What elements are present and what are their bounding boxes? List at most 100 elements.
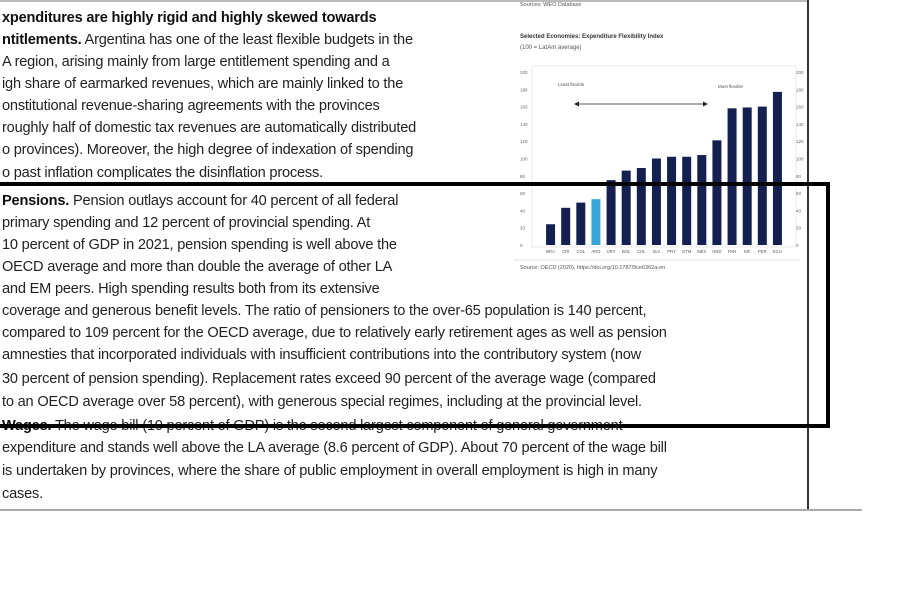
arrow-head-right [703, 101, 708, 107]
x-tick-label: CHL [637, 249, 646, 254]
x-tick-label: MEX [697, 249, 706, 254]
x-tick-label: SLV [653, 249, 661, 254]
y-tick-label-left: 80 [520, 174, 526, 179]
y-tick-label-right: 200 [796, 70, 804, 75]
y-tick-label-right: 80 [796, 174, 802, 179]
bar-BOL [621, 170, 631, 245]
paragraph-text: coverage and generous benefit levels. Th… [2, 303, 647, 319]
x-tick-label: BOL [622, 249, 631, 254]
bar-BRA [546, 224, 556, 245]
paragraph-text: and EM peers. High spending results both… [2, 281, 380, 297]
paragraph-text: igh share of earmarked revenues, which a… [2, 76, 404, 92]
bar-URY [606, 180, 616, 245]
bar-CHL [636, 168, 646, 245]
y-tick-label-right: 120 [796, 139, 804, 144]
y-tick-label-left: 200 [520, 70, 528, 75]
x-tick-label: ARG [591, 249, 600, 254]
paragraph-text: o provinces). Moreover, the high degree … [2, 142, 414, 158]
page-top-border [0, 0, 808, 2]
wages-line: cases. [2, 484, 43, 504]
paragraph-text: amnesties that incorporated individuals … [2, 347, 642, 363]
bar-MEX [697, 155, 707, 245]
y-tick-label-right: 140 [796, 122, 804, 127]
paragraph-text: onstitutional revenue-sharing agreements… [2, 98, 380, 114]
pensions-line: and EM peers. High spending results both… [2, 279, 380, 299]
bar-CRI [561, 207, 571, 245]
y-tick-label-right: 40 [796, 208, 802, 213]
pensions-line: 10 percent of GDP in 2021, pension spend… [2, 235, 397, 255]
pensions-line: primary spending and 12 percent of provi… [2, 213, 370, 233]
y-tick-label-left: 100 [520, 157, 528, 162]
paragraph-text: roughly half of domestic tax revenues ar… [2, 120, 417, 136]
pensions-line: 30 percent of pension spending). Replace… [2, 369, 656, 389]
pensions-line: Pensions. Pension outlays account for 40… [2, 191, 398, 211]
pensions-line: compared to 109 percent for the OECD ave… [2, 323, 667, 343]
chart-top-source: Sources: WEO Database [520, 2, 582, 8]
arrow-head-left [574, 101, 579, 107]
bar-HND [712, 140, 722, 245]
x-tick-label: PAN [728, 249, 736, 254]
y-tick-label-left: 40 [520, 208, 526, 213]
y-tick-label-right: 0 [796, 243, 799, 248]
paragraph-text: Argentina has one of the least flexible … [81, 32, 414, 48]
highlight-box [0, 182, 830, 428]
intro-line: ntitlements. Argentina has one of the le… [2, 30, 413, 50]
plot-frame [531, 65, 797, 248]
x-tick-label: HND [712, 249, 721, 254]
intro-line: xpenditures are highly rigid and highly … [2, 8, 377, 28]
intro-line: o provinces). Moreover, the high degree … [2, 140, 414, 160]
paragraph-text: 30 percent of pension spending). Replace… [2, 371, 656, 387]
annotation-most-flexible: Most flexible [718, 84, 744, 89]
x-tick-label: CRI [562, 249, 569, 254]
x-tick-label: ECU [773, 249, 782, 254]
chart-title: Selected Economies: Expenditure Flexibil… [520, 34, 664, 40]
chart-plot: 0 0 20 20 40 40 60 60 80 80 100 100 120 120 140 140 160 1… [514, 65, 804, 261]
paragraph-text: compared to 109 percent for the OECD ave… [2, 325, 667, 341]
y-tick-label-left: 140 [520, 122, 528, 127]
bar-GTM [682, 156, 692, 245]
paragraph-text: 10 percent of GDP in 2021, pension spend… [2, 237, 397, 253]
x-tick-label: BRA [546, 249, 555, 254]
bar-ECU [772, 91, 782, 246]
paragraph-text: is undertaken by provinces, where the sh… [2, 463, 658, 479]
intro-line: onstitutional revenue-sharing agreements… [2, 96, 380, 116]
pensions-line: amnesties that incorporated individuals … [2, 345, 641, 365]
y-tick-label-left: 120 [520, 139, 528, 144]
intro-line: A region, arising mainly from large enti… [2, 52, 390, 72]
intro-line: roughly half of domestic tax revenues ar… [2, 118, 416, 138]
paragraph-text: A region, arising mainly from large enti… [2, 54, 390, 70]
paragraph-text: Pension outlays account for 40 percent o… [69, 193, 399, 209]
paragraph-text: expenditure and stands well above the LA… [2, 440, 667, 456]
page-bottom-border [0, 509, 862, 511]
x-tick-label: GTM [682, 249, 692, 254]
bar-SLV [651, 158, 661, 245]
paragraph-heading: xpenditures are highly rigid and highly … [2, 10, 377, 26]
y-tick-label-right: 60 [796, 191, 802, 196]
y-tick-label-left: 160 [520, 105, 528, 110]
y-tick-label-left: 0 [520, 243, 523, 248]
pensions-line: coverage and generous benefit levels. Th… [2, 301, 647, 321]
expenditure-flexibility-chart: Sources: WEO Database Selected Economies… [510, 0, 805, 285]
y-tick-label-left: 20 [520, 226, 526, 231]
y-tick-label-right: 160 [796, 105, 804, 110]
y-tick-label-right: 100 [796, 157, 804, 162]
paragraph-text: o past inflation complicates the disinfl… [2, 165, 323, 181]
bar-COL [576, 202, 586, 245]
chart-source: Source: OECD (2020), https://doi.org/10.… [520, 265, 666, 271]
y-tick-label-left: 60 [520, 191, 526, 196]
y-tick-label-right: 180 [796, 87, 804, 92]
paragraph-text: cases. [2, 486, 43, 502]
intro-line: o past inflation complicates the disinfl… [2, 163, 323, 183]
chart-subtitle: (100 = LatAm average) [520, 45, 582, 51]
pensions-line: to an OECD average over 58 percent), wit… [2, 392, 642, 412]
wages-line: expenditure and stands well above the LA… [2, 438, 667, 458]
bar-PAN [727, 108, 737, 245]
x-tick-label: PER [758, 249, 767, 254]
x-tick-label: COL [577, 249, 586, 254]
x-tick-label: URY [607, 249, 616, 254]
annotation-least-flexible: Least flexible [558, 82, 585, 87]
paragraph-text: primary spending and 12 percent of provi… [2, 215, 371, 231]
wages-line: is undertaken by provinces, where the sh… [2, 461, 658, 481]
paragraph-heading: ntitlements. [2, 32, 82, 48]
bar-PER [757, 106, 767, 245]
